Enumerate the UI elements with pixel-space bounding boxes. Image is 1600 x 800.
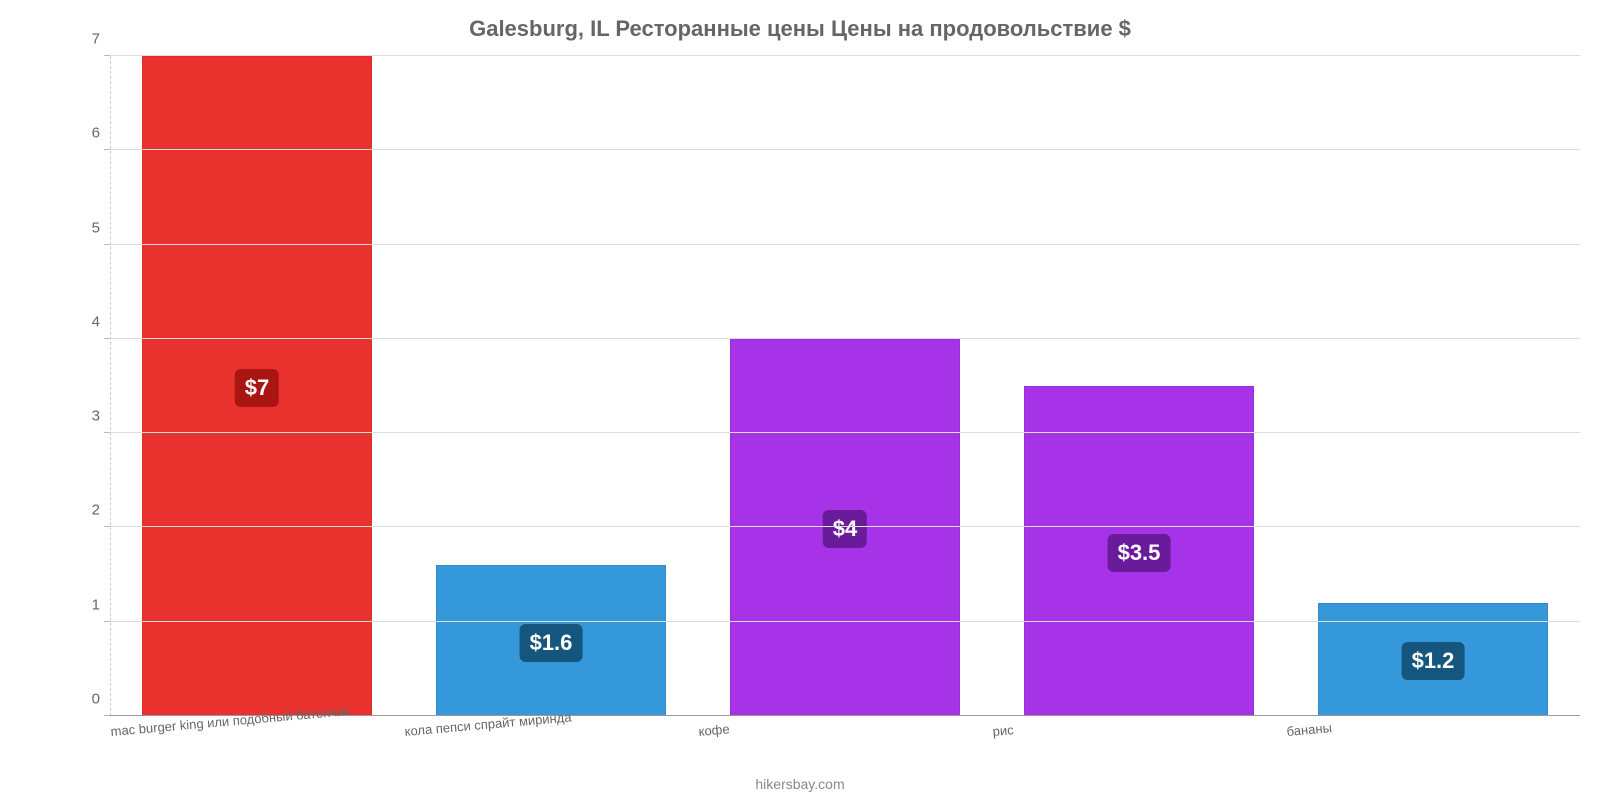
grid-line [110, 526, 1580, 527]
y-tick-label: 2 [60, 502, 100, 519]
plot-area: $7$1.6$4$3.5$1.2 01234567 [110, 56, 1580, 716]
x-axis-label: рис [992, 722, 1014, 739]
x-label-slot: mac burger king или подобный батончик [110, 716, 404, 760]
bar-slot: $4 [698, 56, 992, 716]
price-bar-chart: Galesburg, IL Ресторанные цены Цены на п… [0, 0, 1600, 800]
y-tick-mark [104, 244, 110, 245]
bar-slot: $1.6 [404, 56, 698, 716]
y-tick-label: 1 [60, 596, 100, 613]
value-badge: $3.5 [1108, 534, 1171, 572]
grid-line [110, 621, 1580, 622]
bar-slot: $3.5 [992, 56, 1286, 716]
bar: $1.6 [436, 565, 665, 716]
y-tick-mark [104, 621, 110, 622]
y-tick-label: 6 [60, 125, 100, 142]
y-tick-mark [104, 338, 110, 339]
bar: $3.5 [1024, 386, 1253, 716]
bars-container: $7 $1.6 $4 $3.5 $1.2 [110, 56, 1580, 716]
value-badge: $1.2 [1402, 642, 1465, 680]
x-label-slot: кола пепси спрайт миринда [404, 716, 698, 760]
y-tick-mark [104, 432, 110, 433]
x-label-slot: рис [992, 716, 1286, 760]
grid-line [110, 432, 1580, 433]
value-badge: $1.6 [520, 624, 583, 662]
y-tick-label: 4 [60, 313, 100, 330]
y-tick-label: 7 [60, 31, 100, 48]
x-axis-label: бананы [1286, 720, 1332, 739]
value-badge: $4 [823, 510, 867, 548]
value-badge: $7 [235, 369, 279, 407]
grid-line [110, 149, 1580, 150]
grid-line [110, 244, 1580, 245]
grid-line [110, 55, 1580, 56]
x-axis-label: кофе [698, 721, 730, 739]
source-label: hikersbay.com [0, 776, 1600, 792]
y-tick-mark [104, 55, 110, 56]
chart-title: Galesburg, IL Ресторанные цены Цены на п… [0, 16, 1600, 42]
bar: $7 [142, 56, 371, 716]
x-label-slot: кофе [698, 716, 992, 760]
bar-slot: $1.2 [1286, 56, 1580, 716]
y-tick-mark [104, 526, 110, 527]
y-tick-label: 5 [60, 219, 100, 236]
bar-slot: $7 [110, 56, 404, 716]
grid-line [110, 338, 1580, 339]
x-axis-labels: mac burger king или подобный батончиккол… [110, 716, 1580, 760]
y-tick-label: 0 [60, 691, 100, 708]
y-tick-mark [104, 149, 110, 150]
y-tick-label: 3 [60, 408, 100, 425]
x-label-slot: бананы [1286, 716, 1580, 760]
